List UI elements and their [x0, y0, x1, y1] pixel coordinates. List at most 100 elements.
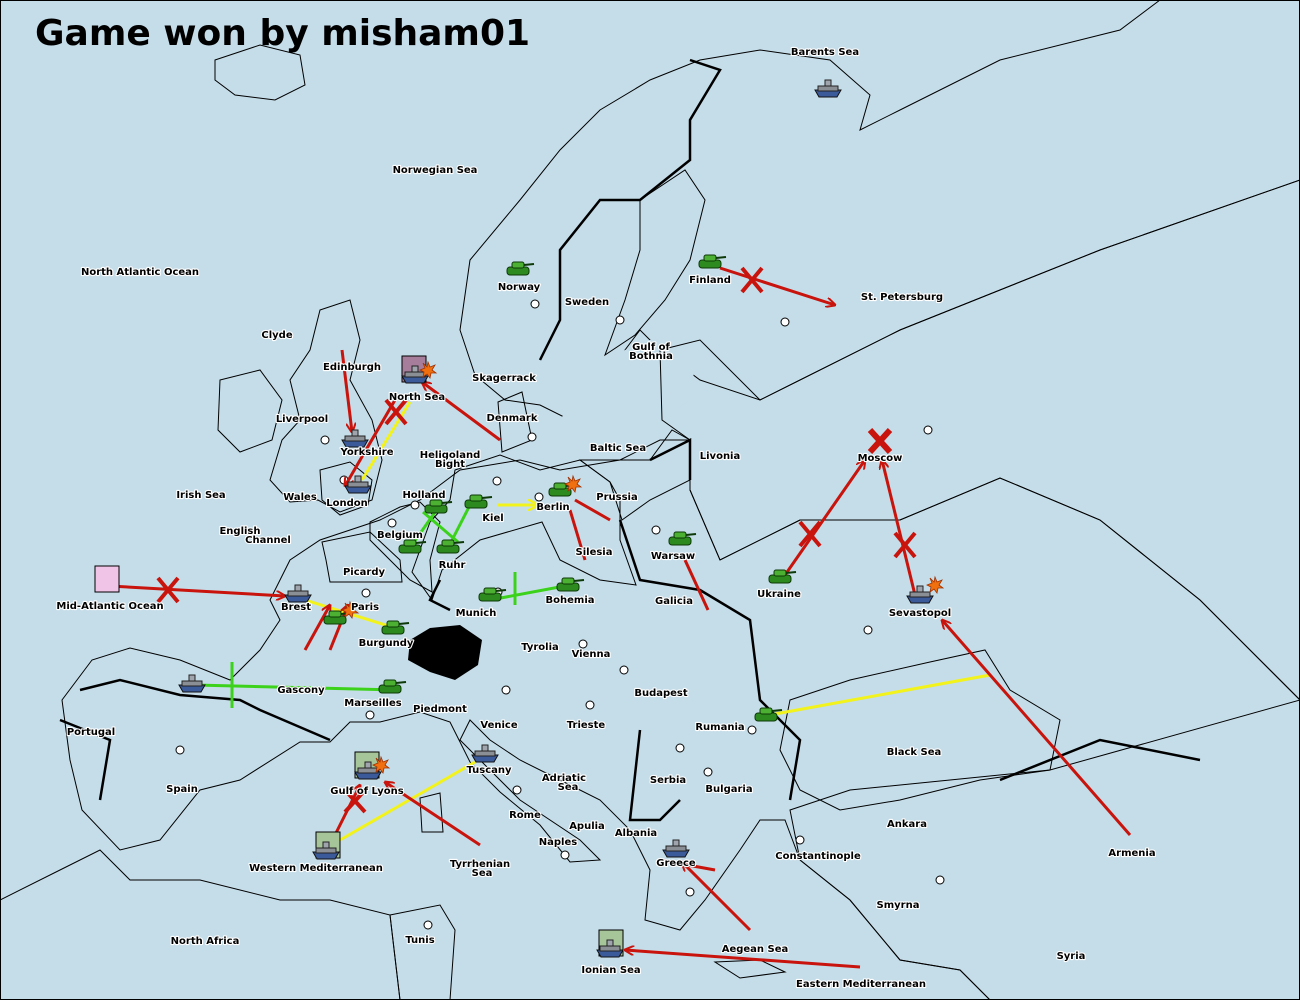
label: Spain	[166, 784, 198, 795]
support-line	[568, 509, 587, 561]
cross-icon	[740, 266, 764, 294]
label: Ukraine	[757, 589, 801, 600]
label: English	[219, 526, 260, 537]
region-picardy[interactable]	[321, 531, 403, 583]
label: Paris	[351, 602, 379, 613]
move-arrow	[783, 460, 865, 576]
label: Venice	[480, 720, 517, 731]
label: Bothnia	[629, 351, 673, 362]
label: Piedmont	[413, 704, 467, 715]
region-london[interactable]	[319, 461, 373, 516]
label: Rome	[509, 810, 541, 821]
label: Gulf of	[632, 342, 670, 353]
label: Liverpool	[276, 414, 328, 425]
label: North Africa	[171, 936, 240, 947]
move-arrow	[109, 584, 285, 596]
cross-icon	[867, 427, 893, 455]
label: Sevastopol	[889, 608, 951, 619]
game-result-title: Game won by misham01	[35, 13, 530, 54]
label: Denmark	[487, 413, 538, 424]
label: London	[326, 498, 368, 509]
label: Smyrna	[877, 900, 920, 911]
label: Bight	[435, 459, 465, 470]
support-line	[774, 673, 991, 716]
move-arrow	[942, 620, 1132, 836]
border	[59, 437, 1201, 822]
label: Livonia	[700, 451, 740, 462]
label: Tyrrhenian	[450, 859, 510, 870]
label: Picardy	[343, 567, 386, 578]
label: St. Petersburg	[861, 292, 943, 303]
label: Syria	[1057, 951, 1086, 962]
move-arrow	[340, 349, 352, 432]
region-germany[interactable]	[411, 454, 637, 602]
label: Armenia	[1108, 848, 1155, 859]
region-north-africa[interactable]	[0, 849, 401, 1000]
label: Mid-Atlantic Ocean	[56, 601, 163, 612]
cross-icon	[343, 788, 367, 814]
label: Moscow	[858, 453, 903, 464]
region-low-countries[interactable]	[369, 501, 441, 593]
label: Gascony	[277, 685, 325, 696]
label: Sea	[558, 782, 579, 793]
region-tunis[interactable]	[389, 904, 456, 1000]
label: Brest	[281, 602, 311, 613]
label: Tunis	[405, 935, 434, 946]
region-corsica	[419, 792, 444, 833]
baltic-water	[560, 330, 700, 440]
label: Albania	[615, 828, 657, 839]
region-switzerland	[408, 625, 482, 680]
label: Constantinople	[775, 851, 861, 862]
label: Eastern Mediterranean	[796, 979, 926, 990]
region-crete	[713, 959, 787, 979]
label: Holland	[402, 490, 445, 501]
move-arrow	[328, 605, 348, 651]
support-line	[339, 760, 476, 842]
label: Ankara	[887, 819, 927, 830]
label: Baltic Sea	[590, 443, 646, 454]
region-labels: Barents Sea Norwegian Sea North Atlantic…	[55, 46, 1156, 991]
label: Clyde	[261, 330, 292, 341]
region-continent[interactable]	[61, 439, 1300, 1000]
label: Heligoland	[420, 450, 481, 461]
cross-icon	[798, 520, 822, 548]
label: Barents Sea	[791, 47, 859, 58]
move-arrow	[882, 460, 917, 596]
region-turkey[interactable]	[789, 699, 1300, 1000]
label: Bohemia	[546, 595, 595, 606]
move-arrow	[303, 605, 330, 651]
label: Norwegian Sea	[393, 165, 478, 176]
label: Yorkshire	[340, 447, 394, 458]
support-line	[360, 401, 412, 481]
label: Vienna	[572, 649, 611, 660]
label: Trieste	[567, 720, 606, 731]
cross-icon	[893, 531, 917, 559]
failed-order-markers	[156, 266, 917, 814]
move-arrow	[422, 382, 501, 442]
label: North Sea	[389, 392, 445, 403]
label: Edinburgh	[323, 362, 381, 373]
move-arrow	[625, 950, 861, 969]
label: Western Mediterranean	[249, 863, 383, 874]
label: Berlin	[536, 502, 569, 513]
label: Wales	[283, 492, 317, 503]
label: Apulia	[569, 821, 605, 832]
label: Munich	[456, 608, 497, 619]
label: Bulgaria	[705, 784, 752, 795]
label: Irish Sea	[176, 490, 225, 501]
cross-icon	[384, 398, 408, 426]
label: Naples	[539, 837, 577, 848]
cross-icon	[156, 576, 180, 604]
label: Skagerrack	[472, 373, 536, 384]
label: Rumania	[695, 722, 744, 733]
iceland	[214, 44, 306, 101]
hold-support	[194, 683, 396, 692]
label: Norway	[498, 282, 541, 293]
supply-centers	[175, 299, 945, 930]
label: Tyrolia	[521, 642, 559, 653]
label: Prussia	[596, 492, 637, 503]
label: Greece	[656, 858, 696, 869]
support-line	[659, 858, 716, 872]
label: Black Sea	[887, 747, 942, 758]
